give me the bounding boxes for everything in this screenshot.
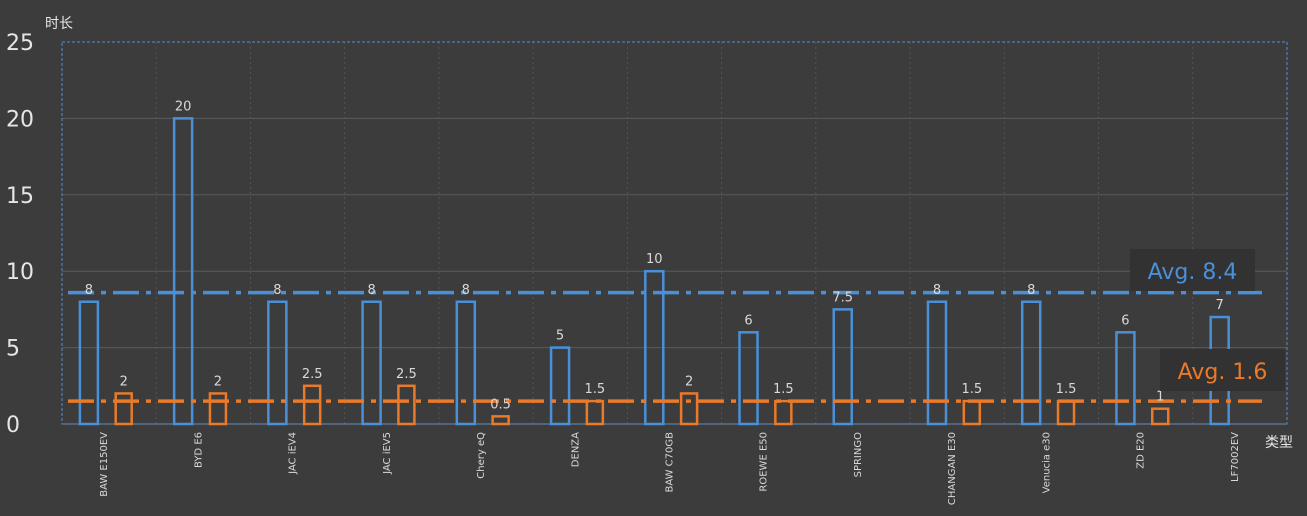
x-tick-label: BAW C70GB [665,432,676,493]
x-tick-label: Venucia e30 [1041,432,1052,493]
y-tick-label: 20 [6,107,34,132]
x-tick-label: BYD E6 [193,432,204,468]
bar [774,399,793,426]
x-tick-label: SPRINGO [853,432,864,478]
data-label: 1.5 [961,382,982,397]
data-label: 8 [273,283,281,298]
data-label: 2 [214,374,222,389]
data-label: 10 [646,252,663,267]
y-tick-label: 10 [6,260,34,285]
x-tick-label: DENZA [570,432,581,467]
data-label: 7 [1216,298,1224,313]
bar [172,117,194,426]
data-label: 1.5 [1056,382,1077,397]
plot-area-border [61,41,1288,425]
x-axis-ticks: BAW E150EV BYD E6 JAC iEV4 JAC iEV5 Chery eQ… [99,432,1241,505]
bar [926,300,948,426]
x-tick-label: BAW E150EV [99,432,110,497]
x-tick-label: ROEWE E50 [759,432,770,492]
average-label-box [1160,349,1285,391]
x-tick-label: ZD E20 [1136,432,1147,469]
bar [1151,407,1170,426]
bar [549,346,571,426]
y-tick-label: 0 [6,413,20,438]
x-tick-label: Chery eQ [476,432,487,479]
bar [78,300,100,426]
bar [397,384,416,426]
x-tick-label: CHANGAN E30 [947,432,958,505]
x-tick-label: JAC iEV5 [382,432,393,475]
y-axis-ticks: 0 5 10 15 20 25 [6,31,34,438]
bar [302,384,322,426]
data-label: 1.5 [773,382,794,397]
bar [114,392,133,426]
y-tick-label: 5 [6,337,20,362]
average-label: Avg. 8.4 [1148,260,1238,285]
x-axis-title: 类型 [1265,435,1293,451]
bar [585,399,605,426]
data-label: 7.5 [832,290,853,305]
data-label: 8 [367,283,375,298]
bar [1115,331,1136,426]
data-label: 2.5 [396,367,417,382]
data-label: 8 [1027,283,1035,298]
data-label: 2 [120,374,128,389]
data-label: 8 [85,283,93,298]
bar [1020,300,1042,426]
bar [491,415,510,426]
x-tick-label: JAC iEV4 [288,432,299,475]
data-label: 6 [1121,313,1129,328]
y-tick-label: 15 [6,184,34,209]
data-label: 0.5 [490,397,511,412]
data-labels: 8 20 8 8 8 5 10 6 7.5 8 8 6 7 2 2 2.5 2.5 0.5 1.5 2 1.5 1.5 1.… [85,99,1224,412]
y-axis-title: 时长 [45,16,73,32]
x-tick-label: LF7002EV [1230,432,1241,482]
bar [455,300,477,426]
bar [738,331,759,426]
average-lines [68,290,1262,403]
bar [679,392,699,426]
average-label-box [1130,249,1255,291]
y-tick-label: 25 [6,31,34,56]
data-label: 1 [1156,390,1164,405]
data-label: 20 [175,99,192,114]
data-label: 2 [685,374,693,389]
data-label: 6 [744,313,752,328]
data-label: 8 [933,283,941,298]
bar [832,308,853,426]
bar [644,269,665,426]
data-label: 8 [462,283,470,298]
average-label: Avg. 1.6 [1178,360,1268,385]
bar [361,300,382,426]
data-label: 2.5 [302,367,323,382]
bar [208,392,228,426]
average-labels: Avg. 8.4 Avg. 1.6 [1130,249,1285,391]
data-label: 1.5 [585,382,606,397]
bar [267,300,288,426]
data-label: 5 [556,329,564,344]
